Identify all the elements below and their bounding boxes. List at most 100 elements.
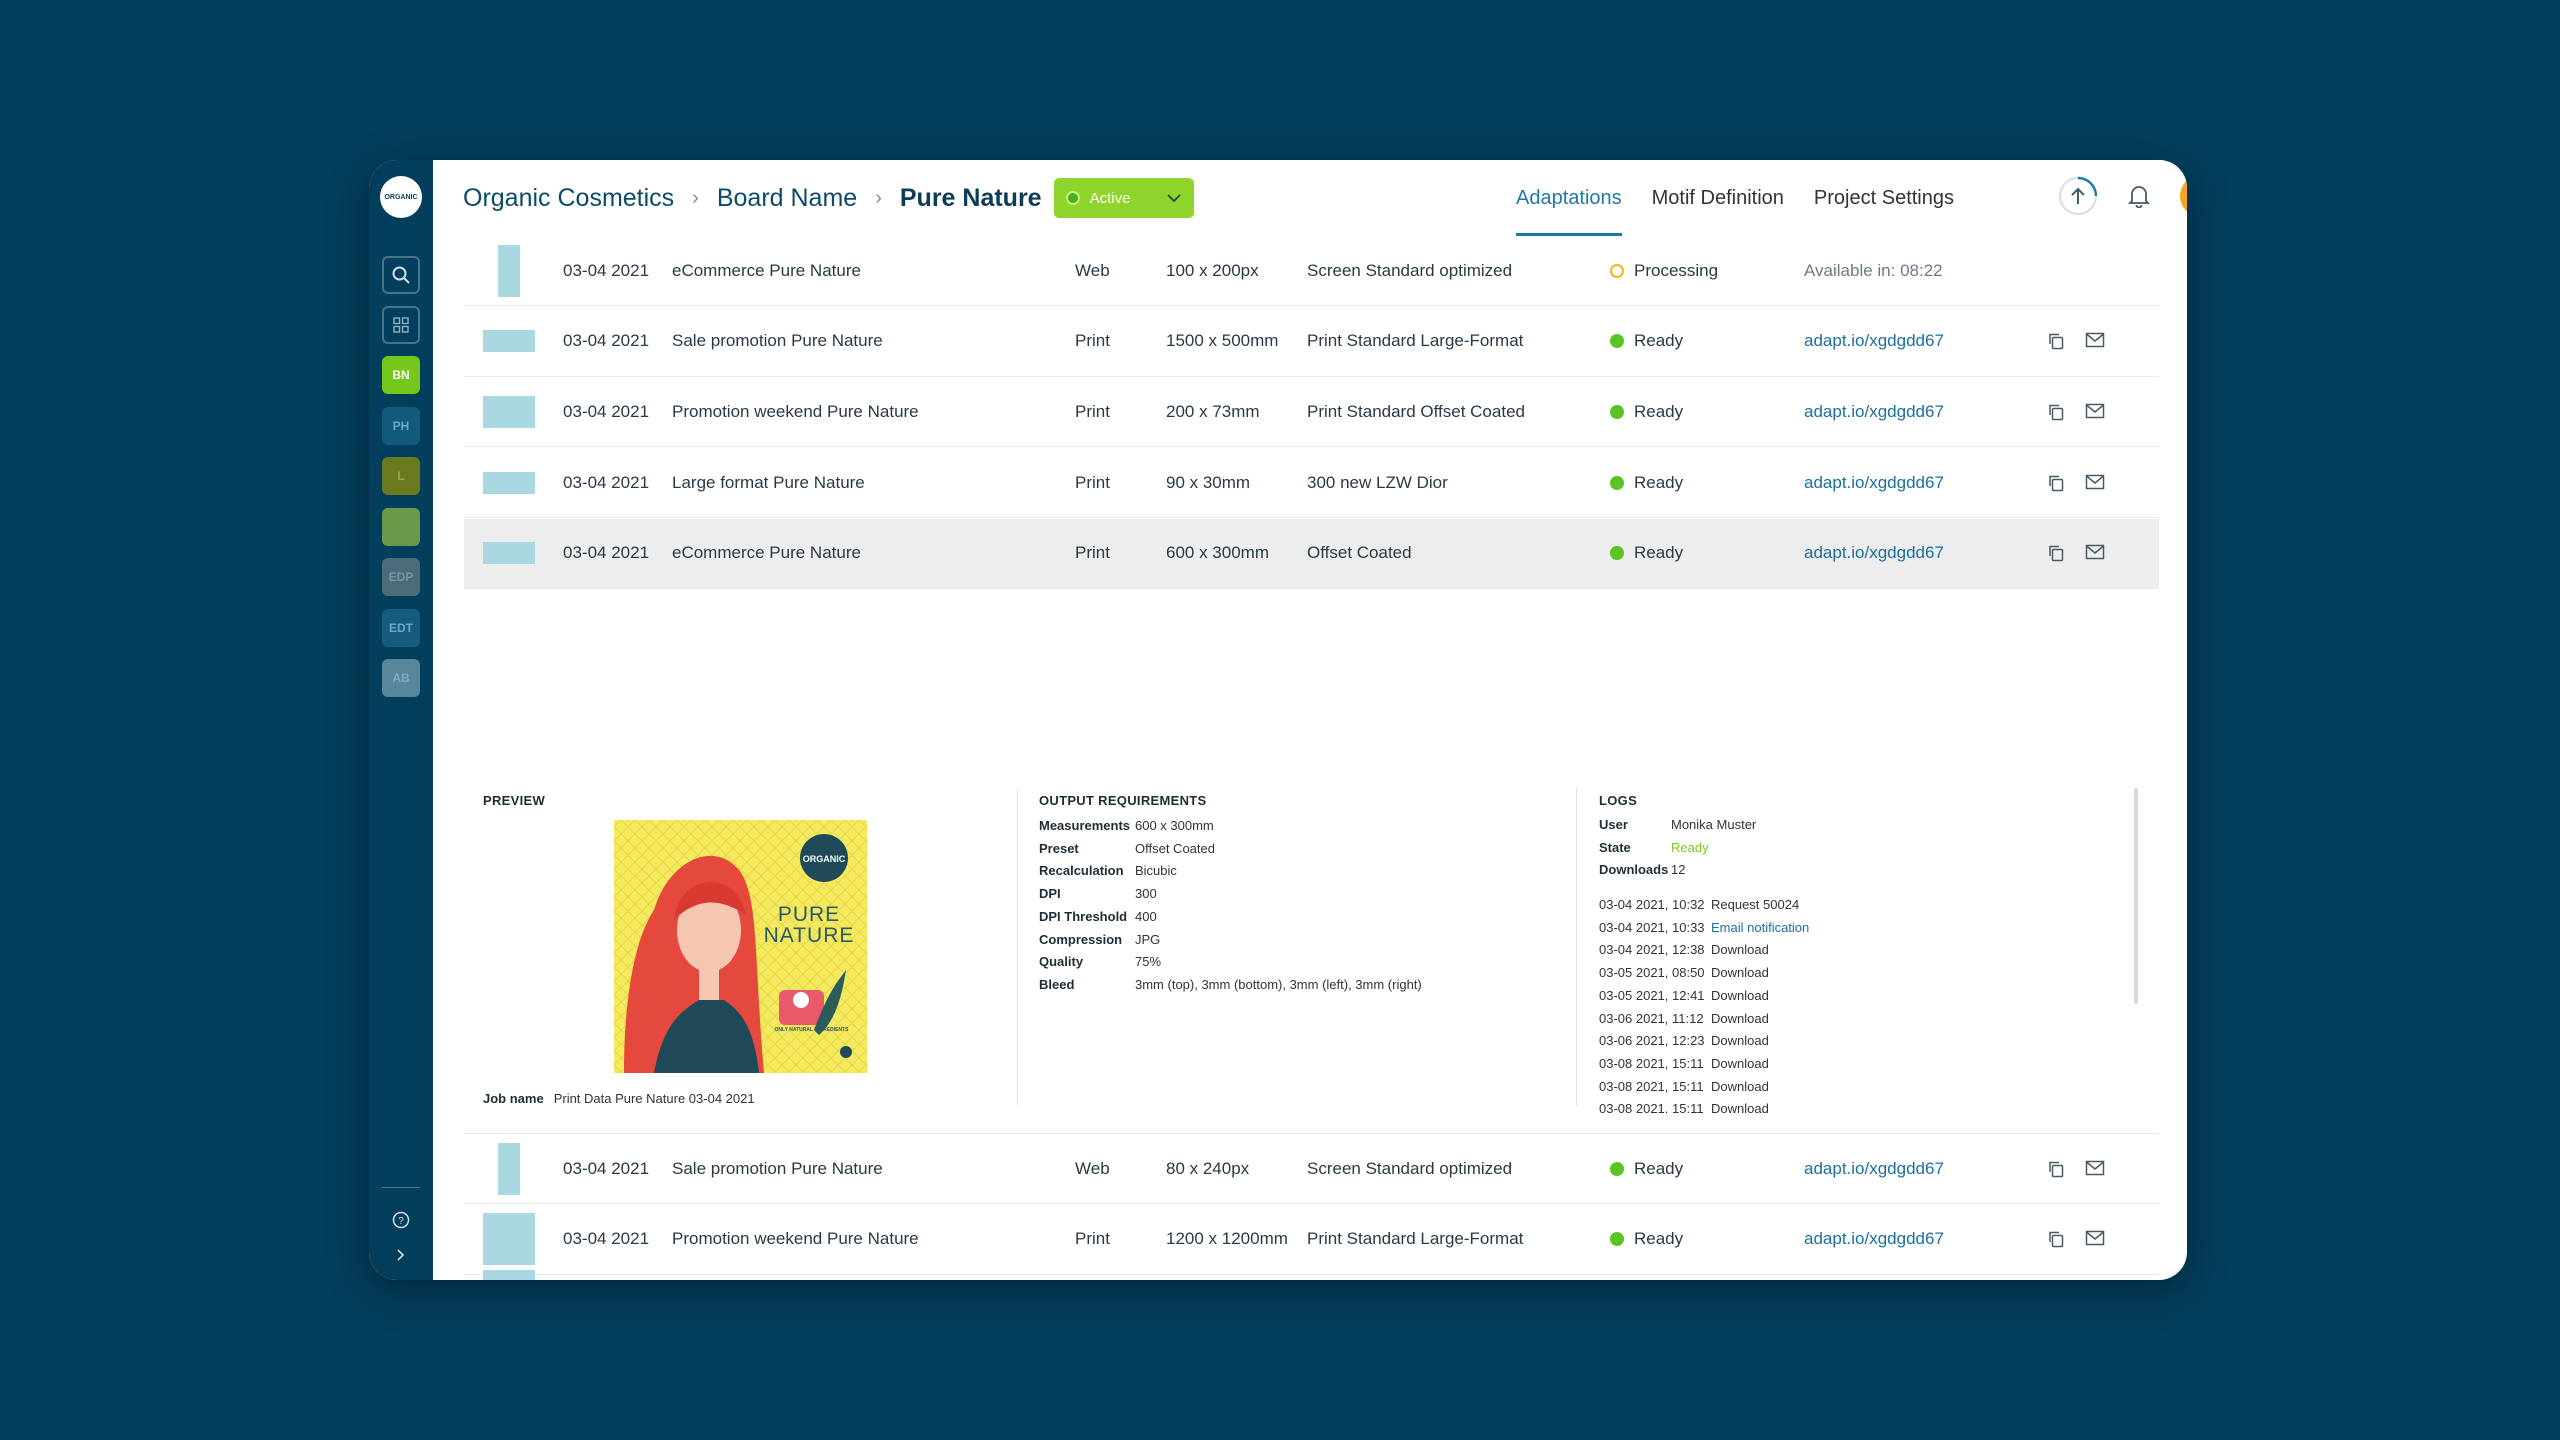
date-cell: 03-04 2021 <box>563 1229 650 1249</box>
thumbnail-cell <box>464 236 554 306</box>
status-cell: Ready <box>1610 1229 1683 1249</box>
copy-icon[interactable] <box>2047 474 2065 492</box>
share-link[interactable]: adapt.io/xgdgdd67 <box>1804 331 1944 351</box>
log-entry: 03-04 2021, 10:33 Email notification <box>1599 917 1809 940</box>
copy-icon[interactable] <box>2047 1160 2065 1178</box>
log-timestamp: 03-08 2021, 15:11 <box>1599 1078 1704 1094</box>
output-field-value: 600 x 300mm <box>1135 818 1214 833</box>
log-entry: 03-05 2021, 08:50 Download <box>1599 962 1809 985</box>
breadcrumb-board[interactable]: Board Name <box>716 183 858 212</box>
thumbnail[interactable] <box>483 1213 535 1266</box>
thumbnail-cell <box>464 1134 554 1204</box>
status-label: Ready <box>1634 472 1684 492</box>
size-cell: 1500 x 500mm <box>1166 331 1279 351</box>
thumbnail[interactable] <box>483 471 535 494</box>
brand-logo[interactable]: ORGANIC <box>380 176 422 218</box>
mail-icon[interactable] <box>2085 332 2105 350</box>
user-avatar[interactable]: LB <box>2180 175 2187 217</box>
thumbnail[interactable] <box>483 542 535 565</box>
log-entry: 03-06 2021, 11:12 Download <box>1599 1008 1809 1031</box>
name-cell: eCommerce Pure Nature <box>672 543 861 563</box>
tab-project-settings[interactable]: Project Settings <box>1813 186 1954 209</box>
share-link[interactable]: adapt.io/xgdgdd67 <box>1804 472 1944 492</box>
logs-meta: User Monika Muster State Ready Downloads 12 <box>1599 814 1756 882</box>
mail-icon[interactable] <box>2085 1230 2105 1248</box>
type-cell: Print <box>1075 401 1110 421</box>
mail-icon[interactable] <box>2085 544 2105 562</box>
mail-icon[interactable] <box>2085 403 2105 421</box>
preview-image[interactable]: ORGANIC PURE NATURE ONLY NATURAL INGREDI… <box>614 820 867 1073</box>
mail-icon[interactable] <box>2085 474 2105 492</box>
sidebar-divider <box>382 1187 420 1188</box>
breadcrumb-project[interactable]: Organic Cosmetics <box>463 183 675 212</box>
log-message: Download <box>1711 1078 1769 1094</box>
type-cell: Print <box>1075 331 1110 351</box>
share-link[interactable]: adapt.io/xgdgdd67 <box>1804 1158 1944 1178</box>
table-row[interactable]: 03-04 2021 Promotion weekend Pure Nature P… <box>464 377 2159 448</box>
preview-title: PREVIEW <box>483 793 546 808</box>
mail-icon[interactable] <box>2085 1160 2105 1178</box>
board-button[interactable]: PH <box>382 406 420 445</box>
log-entry: 03-08 2021. 15:11 Download <box>1599 1098 1809 1121</box>
date-cell: 03-04 2021 <box>563 260 650 280</box>
log-message[interactable]: Email notification <box>1711 919 1810 935</box>
search-button[interactable] <box>382 256 420 294</box>
board-button[interactable]: BN <box>382 356 420 394</box>
board-button[interactable]: L <box>382 457 420 495</box>
share-link[interactable]: adapt.io/xgdgdd67 <box>1804 401 1944 421</box>
output-field: Bleed 3mm (top), 3mm (bottom), 3mm (left)… <box>1039 974 1422 997</box>
table-row[interactable]: 03-04 2021 Sale promotion Pure Nature Prin… <box>464 307 2159 377</box>
preset-cell: 300 new LZW Dior <box>1307 472 1448 492</box>
copy-icon[interactable] <box>2047 544 2065 562</box>
overview-button[interactable] <box>382 306 420 344</box>
thumbnail <box>483 1270 535 1280</box>
name-cell: Sale promotion Pure Nature <box>672 331 883 351</box>
log-timestamp: 03-05 2021, 12:41 <box>1599 987 1705 1003</box>
logs-scrollbar[interactable] <box>2134 788 2138 1004</box>
copy-icon[interactable] <box>2047 1230 2065 1248</box>
table-row[interactable]: 03-04 2021 Promotion weekend Pure Nature P… <box>464 1205 2159 1275</box>
output-field-value: 300 <box>1135 886 1157 902</box>
tab-motif-definition[interactable]: Motif Definition <box>1651 186 1784 209</box>
log-timestamp: 03-05 2021, 08:50 <box>1599 965 1705 981</box>
copy-icon[interactable] <box>2047 403 2065 421</box>
table-row[interactable]: 03-04 2021 eCommerce Pure Nature Web 100 x … <box>464 236 2159 306</box>
thumbnail[interactable] <box>498 1142 520 1195</box>
thumbnail[interactable] <box>483 395 535 428</box>
upload-button[interactable] <box>2058 176 2098 216</box>
board-button[interactable]: AB <box>382 659 420 697</box>
output-field-value: Offset Coated <box>1135 840 1215 856</box>
thumbnail[interactable] <box>498 244 520 297</box>
copy-icon[interactable] <box>2047 332 2065 350</box>
output-field-value: 3mm (top), 3mm (bottom), 3mm (left), 3mm… <box>1135 976 1422 992</box>
status-dropdown[interactable]: Active <box>1053 178 1194 218</box>
expand-sidebar-button[interactable] <box>391 1245 411 1265</box>
status-label: Ready <box>1634 1158 1684 1178</box>
share-link[interactable]: adapt.io/xgdgdd67 <box>1804 1229 1944 1249</box>
table-row[interactable]: 03-04 2021 Sale promotion Pure Nature Web 8… <box>464 1134 2159 1204</box>
tab-bar: Adaptations Motif Definition Project Set… <box>1516 160 1984 236</box>
tab-adaptations[interactable]: Adaptations <box>1516 160 1622 236</box>
type-cell: Web <box>1075 260 1110 280</box>
name-cell: Promotion weekend Pure Nature <box>672 401 919 421</box>
board-button[interactable] <box>382 507 420 546</box>
board-button[interactable]: EDP <box>382 558 420 596</box>
type-cell: Print <box>1075 1229 1110 1249</box>
notifications-button[interactable] <box>2119 176 2159 216</box>
status-label: Ready <box>1634 331 1684 351</box>
thumbnail[interactable] <box>483 330 535 353</box>
size-cell: 90 x 30mm <box>1166 472 1251 492</box>
poster-title-line-1: PURE <box>777 903 841 926</box>
status-cell: Processing <box>1610 261 1718 281</box>
preset-cell: Print Standard Large-Format <box>1307 1229 1524 1249</box>
log-message: Download <box>1711 987 1769 1003</box>
share-link[interactable]: adapt.io/xgdgdd67 <box>1804 543 1944 563</box>
date-cell: 03-04 2021 <box>563 401 650 421</box>
output-field-label: DPI Threshold <box>1039 908 1128 924</box>
log-meta-value: 12 <box>1671 862 1686 878</box>
table-row[interactable]: 03-04 2021 Large format Pure Nature Print 9… <box>464 448 2159 519</box>
log-timestamp: 03-04 2021, 12:38 <box>1599 942 1705 958</box>
help-button[interactable]: ? <box>391 1210 411 1230</box>
board-button[interactable]: EDT <box>382 608 420 647</box>
table-row[interactable]: 03-04 2021 eCommerce Pure Nature Print 600 … <box>464 518 2159 589</box>
